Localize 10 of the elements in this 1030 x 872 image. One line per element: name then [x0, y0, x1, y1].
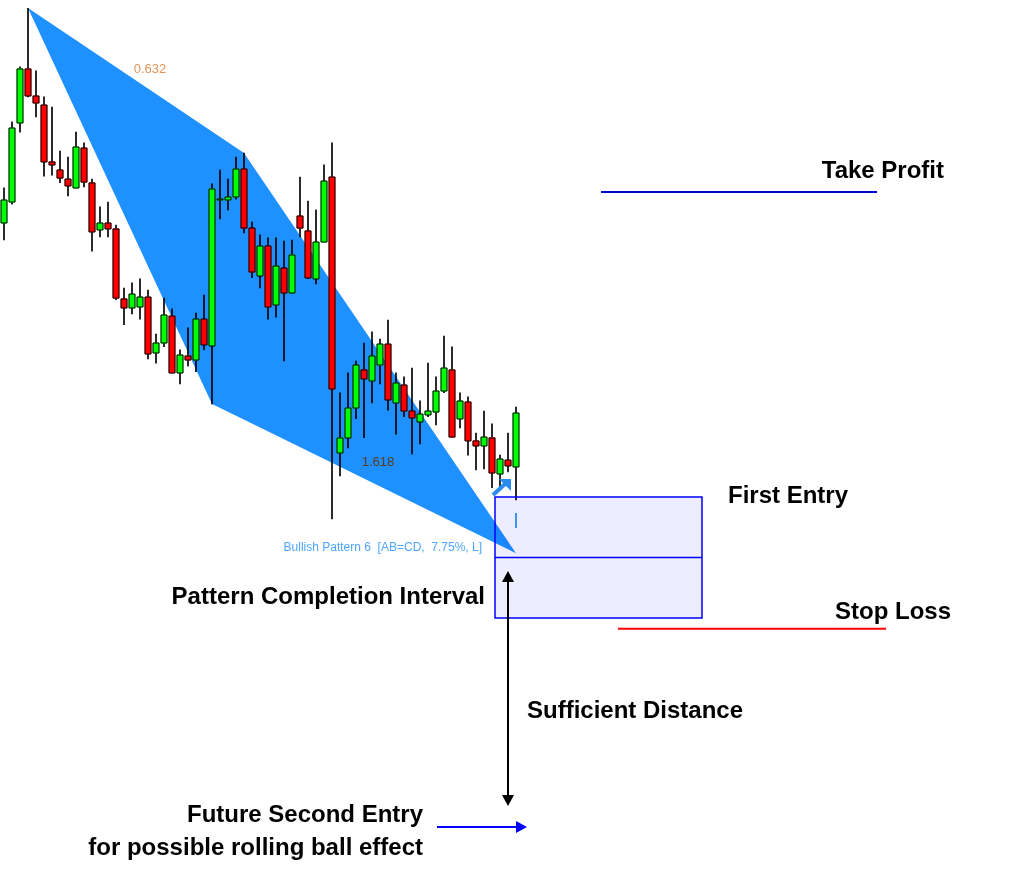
- candlestick: [296, 176, 304, 238]
- ref-line-label: Take Profit: [821, 155, 945, 183]
- ref-line-label: Stop Loss: [834, 596, 951, 624]
- annotation: 0.632: [133, 61, 167, 77]
- band-label: Pattern Completion Interval: [171, 582, 485, 610]
- text: Bullish Pattern 6 [AB=CD, 7.75%, L]: [283, 540, 482, 555]
- text: Sufficient Distance: [527, 695, 744, 723]
- text: First Entry: [728, 480, 849, 508]
- annotation: 1.618: [361, 454, 395, 470]
- ref-line-label: Future Second Entry for possible rolling ball effect: [88, 800, 424, 860]
